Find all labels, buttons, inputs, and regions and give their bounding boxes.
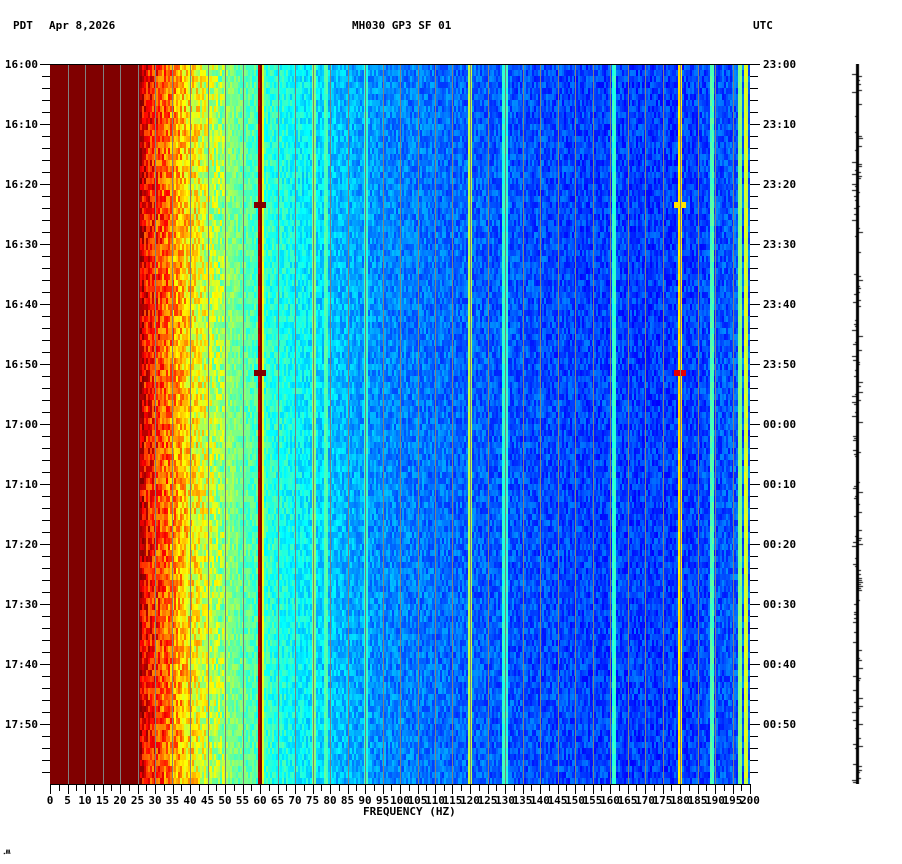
y-tick-label-right: 00:30 xyxy=(763,598,796,611)
header-right-timezone: UTC xyxy=(753,19,773,32)
x-tick-label: 80 xyxy=(323,794,336,807)
x-tick-label: 140 xyxy=(530,794,550,807)
x-tick-label: 60 xyxy=(253,794,266,807)
spectrogram-plot xyxy=(50,64,750,784)
x-axis-label: FREQUENCY (HZ) xyxy=(363,805,456,818)
x-tick-label: 190 xyxy=(705,794,725,807)
y-tick-label-left: 16:00 xyxy=(5,58,38,71)
x-tick-label: 30 xyxy=(148,794,161,807)
x-tick-label: 10 xyxy=(78,794,91,807)
x-tick-label: 35 xyxy=(166,794,179,807)
x-tick-label: 185 xyxy=(688,794,708,807)
x-tick-label: 145 xyxy=(548,794,568,807)
x-tick-label: 70 xyxy=(288,794,301,807)
y-tick-label-left: 17:00 xyxy=(5,418,38,431)
y-tick-label-left: 17:30 xyxy=(5,598,38,611)
x-tick-label: 110 xyxy=(425,794,445,807)
y-tick-label-right: 23:50 xyxy=(763,358,796,371)
header-date: Apr 8,2026 xyxy=(49,19,116,32)
x-tick-label: 180 xyxy=(670,794,690,807)
x-tick-label: 55 xyxy=(236,794,249,807)
y-tick-label-right: 23:10 xyxy=(763,118,796,131)
header-station: MH030 GP3 SF 01 xyxy=(352,19,452,32)
x-tick-label: 40 xyxy=(183,794,196,807)
y-tick-label-left: 16:20 xyxy=(5,178,38,191)
x-tick-label: 120 xyxy=(460,794,480,807)
x-tick-label: 175 xyxy=(653,794,673,807)
y-tick-label-left: 16:40 xyxy=(5,298,38,311)
y-tick-label-right: 23:20 xyxy=(763,178,796,191)
x-tick-label: 150 xyxy=(565,794,585,807)
y-tick-label-right: 00:10 xyxy=(763,478,796,491)
y-tick-label-left: 17:50 xyxy=(5,718,38,731)
y-tick-label-left: 17:10 xyxy=(5,478,38,491)
x-tick-label: 85 xyxy=(341,794,354,807)
x-tick-label: 15 xyxy=(96,794,109,807)
y-tick-label-left: 16:50 xyxy=(5,358,38,371)
spectrogram-image xyxy=(50,64,750,784)
x-tick-label: 125 xyxy=(478,794,498,807)
x-tick-label: 130 xyxy=(495,794,515,807)
header-left-timezone: PDT xyxy=(13,19,33,32)
x-tick-label: 5 xyxy=(64,794,71,807)
footer-mark: ․ʍ xyxy=(3,847,11,856)
x-tick-label: 95 xyxy=(376,794,389,807)
x-tick-label: 165 xyxy=(618,794,638,807)
x-tick-label: 0 xyxy=(47,794,54,807)
x-tick-label: 25 xyxy=(131,794,144,807)
y-tick-label-right: 23:40 xyxy=(763,298,796,311)
y-tick-label-left: 17:40 xyxy=(5,658,38,671)
x-tick-label: 75 xyxy=(306,794,319,807)
y-tick-label-right: 00:20 xyxy=(763,538,796,551)
x-tick-label: 90 xyxy=(358,794,371,807)
y-tick-label-right: 23:30 xyxy=(763,238,796,251)
x-tick-label: 20 xyxy=(113,794,126,807)
x-tick-label: 45 xyxy=(201,794,214,807)
seismogram-trace xyxy=(850,64,864,784)
x-tick-label: 100 xyxy=(390,794,410,807)
x-tick-label: 105 xyxy=(408,794,428,807)
x-tick-label: 65 xyxy=(271,794,284,807)
x-tick-label: 160 xyxy=(600,794,620,807)
y-tick-label-left: 16:10 xyxy=(5,118,38,131)
y-tick-label-right: 00:40 xyxy=(763,658,796,671)
x-tick-label: 170 xyxy=(635,794,655,807)
y-tick-label-right: 00:50 xyxy=(763,718,796,731)
y-tick-label-right: 23:00 xyxy=(763,58,796,71)
y-tick-label-left: 17:20 xyxy=(5,538,38,551)
x-tick-label: 50 xyxy=(218,794,231,807)
x-tick-label: 155 xyxy=(583,794,603,807)
x-tick-label: 115 xyxy=(443,794,463,807)
y-tick-label-right: 00:00 xyxy=(763,418,796,431)
x-tick-label: 200 xyxy=(740,794,760,807)
x-tick-label: 195 xyxy=(723,794,743,807)
y-tick-label-left: 16:30 xyxy=(5,238,38,251)
x-tick-label: 135 xyxy=(513,794,533,807)
